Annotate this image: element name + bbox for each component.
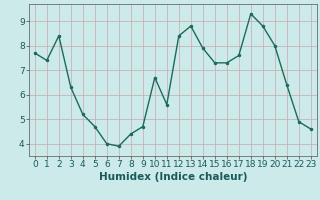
X-axis label: Humidex (Indice chaleur): Humidex (Indice chaleur) [99, 172, 247, 182]
